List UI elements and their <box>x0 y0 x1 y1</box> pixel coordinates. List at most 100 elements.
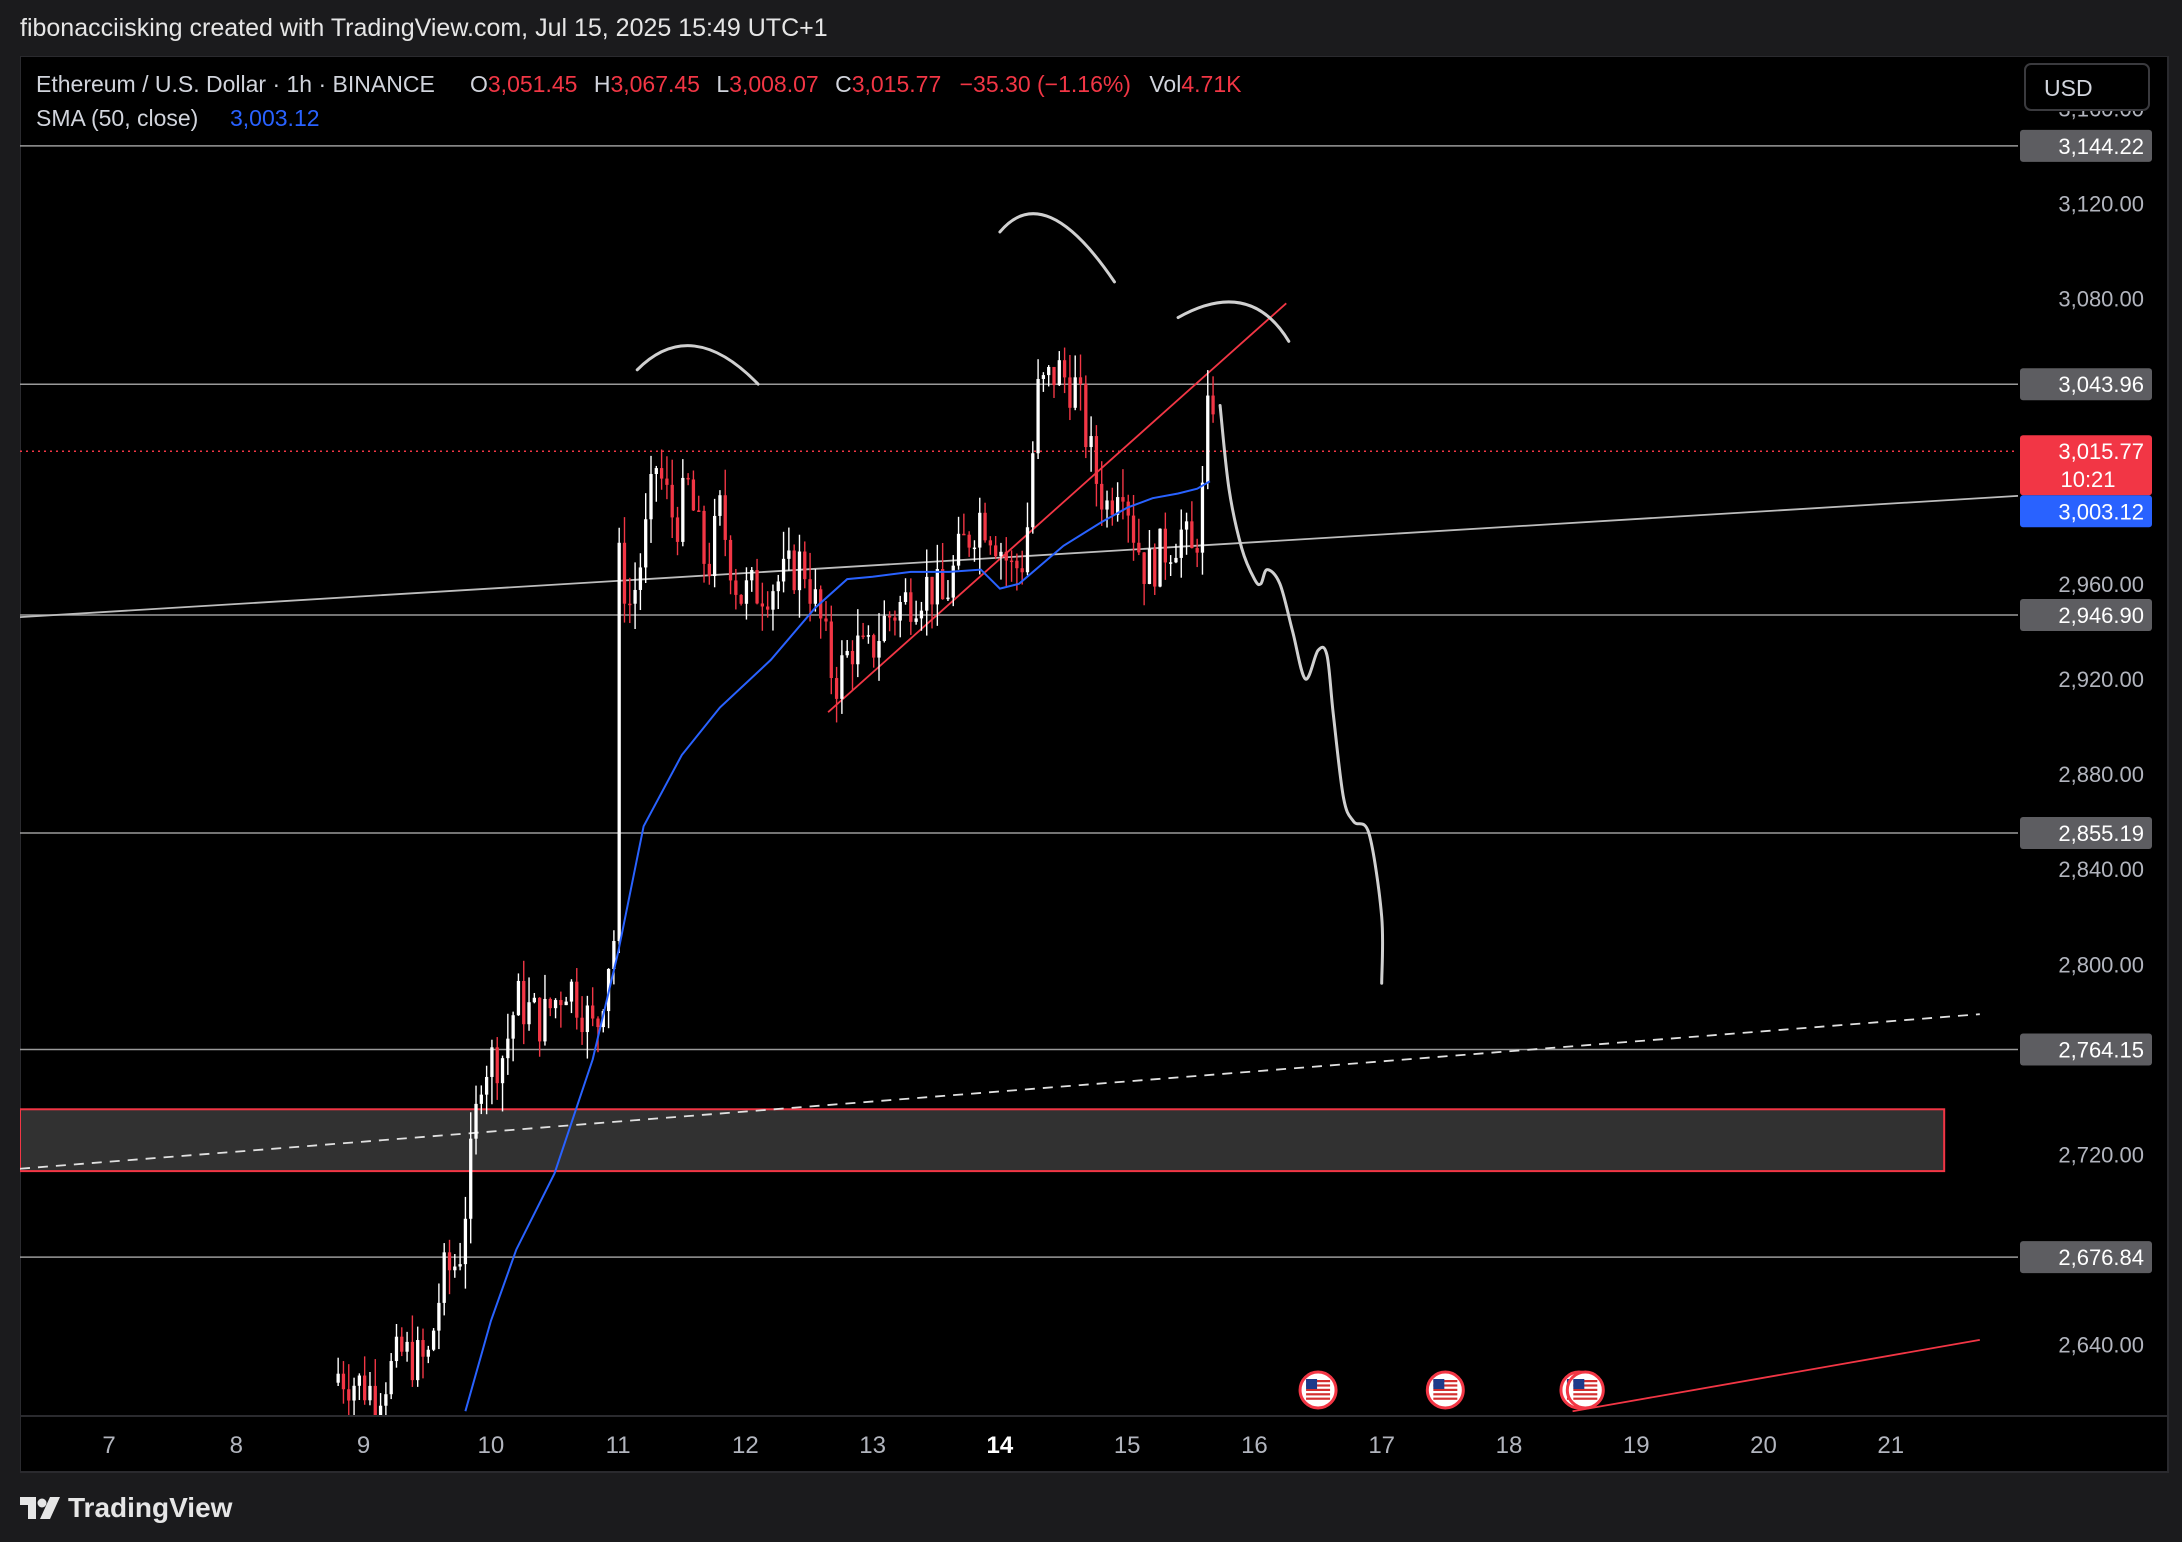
candle[interactable] <box>1153 543 1157 595</box>
candle[interactable] <box>792 544 796 594</box>
candle[interactable] <box>336 1357 340 1387</box>
currency-button[interactable]: USD <box>2024 63 2150 111</box>
candle[interactable] <box>368 1371 372 1406</box>
candle[interactable] <box>755 558 759 605</box>
tradingview-logo[interactable]: TradingView <box>20 1492 232 1524</box>
candle[interactable] <box>887 611 892 632</box>
candle[interactable] <box>1115 482 1120 522</box>
candle[interactable] <box>781 531 786 593</box>
candle[interactable] <box>628 577 632 624</box>
trendline-lower-dashed[interactable] <box>20 1013 1980 1170</box>
candle[interactable] <box>622 517 627 623</box>
price-chart[interactable]: 3,160.003,120.003,080.002,960.002,920.00… <box>20 56 2172 1474</box>
candle[interactable] <box>856 609 860 678</box>
candle[interactable] <box>1089 416 1093 472</box>
candle[interactable] <box>771 584 775 631</box>
candle[interactable] <box>1105 490 1109 528</box>
candle[interactable] <box>978 497 982 575</box>
candle[interactable] <box>400 1327 404 1357</box>
candle[interactable] <box>893 610 897 636</box>
candle[interactable] <box>994 536 998 560</box>
candle[interactable] <box>490 1039 494 1105</box>
candle[interactable] <box>882 600 886 643</box>
candle[interactable] <box>453 1253 457 1278</box>
candle[interactable] <box>840 640 844 714</box>
candle[interactable] <box>919 601 924 631</box>
pattern-arc-right-shoulder[interactable] <box>1176 300 1291 343</box>
candle[interactable] <box>1031 441 1035 534</box>
candle[interactable] <box>1195 538 1199 568</box>
candle[interactable] <box>1068 354 1072 421</box>
candle[interactable] <box>1163 512 1167 580</box>
candle[interactable] <box>378 1393 383 1442</box>
candle[interactable] <box>930 576 934 629</box>
candle[interactable] <box>675 506 680 556</box>
candle[interactable] <box>903 578 908 605</box>
candle[interactable] <box>659 449 664 490</box>
candle[interactable] <box>458 1242 462 1271</box>
candle[interactable] <box>410 1315 415 1387</box>
trendline-red-channel[interactable] <box>827 302 1287 713</box>
candle[interactable] <box>1025 502 1030 576</box>
plot-area[interactable] <box>20 145 2018 1443</box>
candle[interactable] <box>1184 512 1189 555</box>
candle[interactable] <box>739 594 743 606</box>
candle[interactable] <box>1052 366 1056 398</box>
candle[interactable] <box>1200 466 1205 575</box>
demand-zone-rectangle[interactable] <box>20 1108 1946 1173</box>
candle[interactable] <box>495 1037 499 1100</box>
candle[interactable] <box>813 569 818 612</box>
candle[interactable] <box>516 973 521 1016</box>
candle[interactable] <box>559 991 563 1028</box>
candle[interactable] <box>999 542 1003 580</box>
candle[interactable] <box>718 490 722 526</box>
candle[interactable] <box>1078 354 1083 411</box>
projected-price-path[interactable] <box>1218 404 1385 985</box>
candle[interactable] <box>946 580 950 601</box>
candle[interactable] <box>431 1328 436 1352</box>
candle[interactable] <box>511 1011 515 1062</box>
candle[interactable] <box>967 531 971 557</box>
candle[interactable] <box>776 574 780 610</box>
candle[interactable] <box>426 1345 430 1364</box>
candle[interactable] <box>691 470 696 512</box>
candle[interactable] <box>1094 425 1099 507</box>
candle[interactable] <box>522 960 526 1045</box>
candle[interactable] <box>553 998 558 1019</box>
pattern-arc-left-shoulder[interactable] <box>635 344 760 386</box>
candle[interactable] <box>564 996 568 1006</box>
candle[interactable] <box>909 578 913 635</box>
candle[interactable] <box>829 605 833 695</box>
candle[interactable] <box>988 536 993 555</box>
candle[interactable] <box>548 997 552 1017</box>
candle[interactable] <box>1211 376 1215 423</box>
candle[interactable] <box>442 1243 446 1316</box>
candle[interactable] <box>787 527 791 571</box>
candle[interactable] <box>405 1331 409 1362</box>
candle[interactable] <box>872 633 876 668</box>
candle[interactable] <box>538 997 542 1057</box>
trendline-rising-support[interactable] <box>20 494 2018 619</box>
candle[interactable] <box>1036 359 1040 459</box>
candle[interactable] <box>712 498 717 588</box>
sma-50-line[interactable] <box>464 480 1211 1412</box>
candle[interactable] <box>506 1013 510 1075</box>
candle[interactable] <box>877 613 881 681</box>
candle[interactable] <box>670 459 674 539</box>
candle[interactable] <box>617 527 621 954</box>
candle[interactable] <box>469 1112 473 1244</box>
candle[interactable] <box>697 495 701 512</box>
candle[interactable] <box>962 513 966 536</box>
candle[interactable] <box>1142 552 1146 606</box>
candle[interactable] <box>447 1239 452 1295</box>
candle[interactable] <box>1057 351 1061 386</box>
candle[interactable] <box>357 1373 362 1401</box>
candle[interactable] <box>484 1065 489 1115</box>
candle[interactable] <box>951 555 955 607</box>
candle[interactable] <box>644 493 648 583</box>
candle[interactable] <box>394 1323 399 1368</box>
candle[interactable] <box>850 640 855 691</box>
candle[interactable] <box>1047 365 1051 387</box>
candle[interactable] <box>463 1196 468 1289</box>
candle[interactable] <box>803 541 807 589</box>
